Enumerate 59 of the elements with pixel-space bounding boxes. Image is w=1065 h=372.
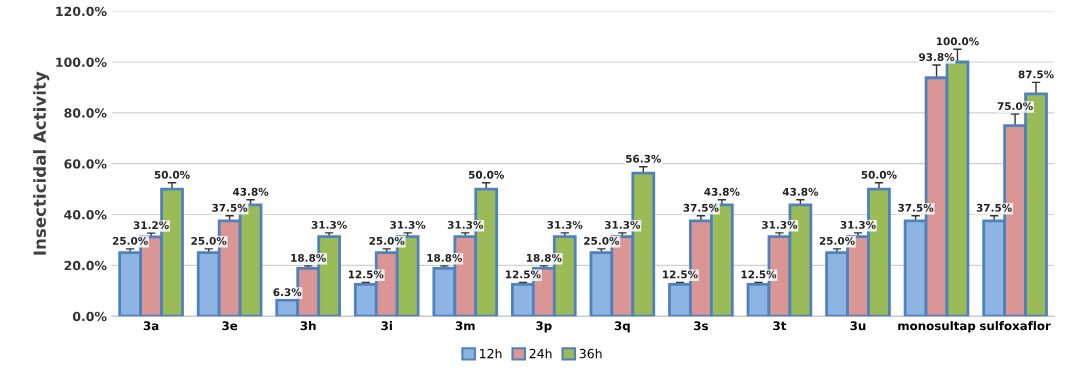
- data-label: 37.5%: [898, 203, 934, 212]
- y-tick-label: 0.0%: [72, 311, 107, 322]
- data-label: 31.3%: [447, 220, 484, 229]
- x-tick-label: 3m: [455, 321, 475, 331]
- data-label: 25.0%: [369, 236, 405, 245]
- data-label: 31.3%: [762, 220, 798, 229]
- y-tick-label: 20.0%: [64, 260, 107, 271]
- data-label: 93.8%: [919, 53, 955, 61]
- x-tick-label: 3e: [222, 321, 238, 331]
- x-tick-label: 3t: [773, 321, 787, 331]
- data-label: 31.3%: [604, 220, 641, 229]
- data-label: 43.8%: [782, 187, 819, 196]
- data-label: 25.0%: [584, 236, 620, 245]
- data-label: 25.0%: [819, 236, 855, 245]
- data-label: 18.8%: [291, 253, 326, 262]
- data-label: 56.3%: [626, 154, 662, 163]
- x-tick-label: 3s: [694, 321, 708, 331]
- data-label: 25.0%: [191, 236, 227, 245]
- x-tick-label: monosultap: [898, 321, 976, 333]
- data-label: 12.5%: [505, 270, 541, 279]
- x-tick-label: 3q: [614, 321, 630, 333]
- data-label: 18.8%: [526, 253, 562, 262]
- data-label: 12.5%: [741, 270, 777, 279]
- data-label: 31.2%: [133, 221, 169, 230]
- data-label: 37.5%: [976, 203, 1012, 212]
- x-tick-label: 3p: [536, 321, 552, 333]
- legend-label: 12h: [480, 348, 502, 359]
- data-label: 37.5%: [212, 203, 248, 212]
- data-label: 18.8%: [427, 253, 463, 262]
- data-label: 50.0%: [861, 170, 897, 179]
- x-tick-label: 3u: [850, 321, 866, 331]
- data-label: 43.8%: [704, 187, 740, 196]
- data-label: 6.3%: [273, 288, 302, 297]
- x-tick-label: 3a: [143, 321, 159, 331]
- data-label: 75.0%: [997, 102, 1033, 111]
- data-label: 31.3%: [547, 220, 583, 229]
- data-label: 43.8%: [232, 187, 269, 196]
- data-label: 87.5%: [1018, 70, 1054, 79]
- data-label: 12.5%: [663, 270, 698, 279]
- legend-label: 24h: [529, 348, 552, 359]
- data-label: 50.0%: [468, 170, 504, 179]
- x-tick-label: 3h: [300, 321, 316, 331]
- y-tick-label: 60.0%: [64, 159, 107, 169]
- x-tick-label: 3i: [381, 321, 392, 331]
- data-label: 31.3%: [390, 220, 426, 229]
- legend-label: 36h: [579, 348, 602, 359]
- data-label: 50.0%: [154, 170, 190, 179]
- data-label: 31.3%: [840, 220, 876, 229]
- data-label: 37.5%: [683, 203, 719, 212]
- data-label: 12.5%: [348, 270, 384, 279]
- data-label: 25.0%: [112, 236, 148, 245]
- y-tick-label: 80.0%: [64, 108, 107, 118]
- y-tick-label: 40.0%: [64, 209, 107, 220]
- y-tick-label: 120.0%: [56, 6, 107, 17]
- x-tick-label: sulfoxaflor: [979, 321, 1051, 331]
- y-axis-title: Insecticidal Activity: [33, 71, 50, 255]
- data-label: 100.0%: [936, 37, 979, 46]
- data-label: 31.3%: [311, 220, 347, 229]
- y-tick-label: 100.0%: [56, 57, 107, 67]
